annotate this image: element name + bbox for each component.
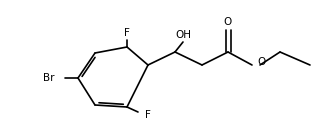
- Text: Br: Br: [43, 73, 55, 83]
- Text: O: O: [257, 57, 265, 67]
- Text: F: F: [124, 28, 130, 38]
- Text: O: O: [224, 17, 232, 27]
- Text: OH: OH: [175, 30, 191, 40]
- Text: F: F: [145, 110, 151, 120]
